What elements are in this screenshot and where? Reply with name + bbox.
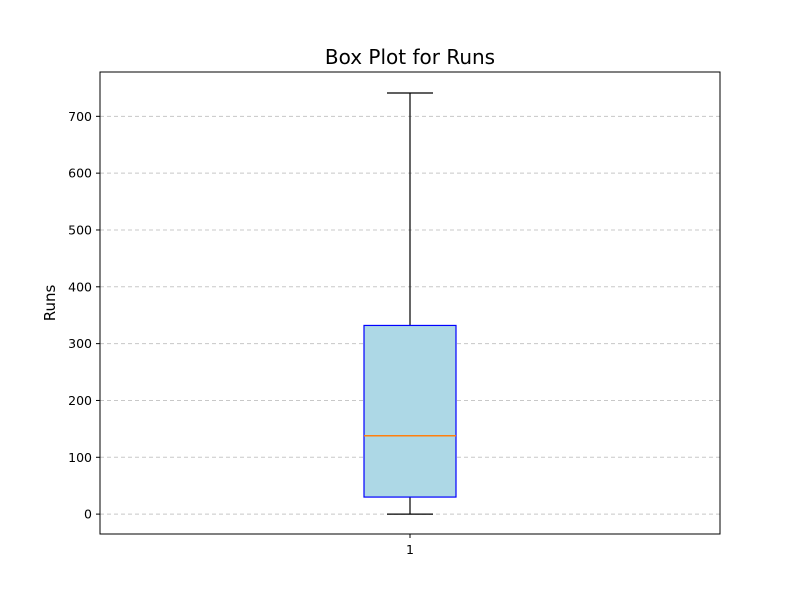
chart-title: Box Plot for Runs [325,45,495,69]
y-tick-label: 300 [68,336,92,351]
y-tick-label: 200 [68,393,92,408]
plot-area [363,92,457,515]
x-tick-label: 1 [406,542,414,557]
y-tick-label: 0 [84,507,92,522]
y-tick-label: 700 [68,109,92,124]
box-iqr [363,324,457,498]
y-tick-label: 400 [68,279,92,294]
box-1 [363,92,457,515]
axes: 0 100 200 300 400 500 600 700 1 [68,71,721,557]
y-axis-label: Runs [41,285,59,322]
y-tick-label: 600 [68,166,92,181]
y-tick-label: 100 [68,450,92,465]
y-tick-label: 500 [68,222,92,237]
